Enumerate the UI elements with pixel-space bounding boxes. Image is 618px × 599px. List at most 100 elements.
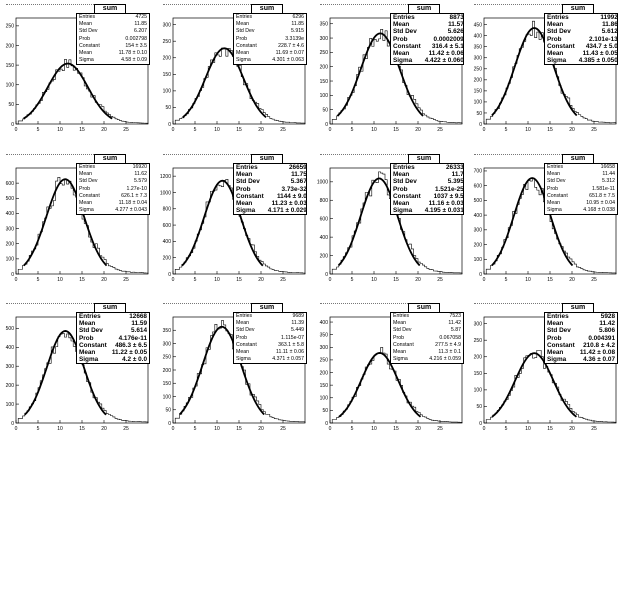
stats-row: Prob 2.101e-13: [545, 36, 618, 43]
stats-key: Mean: [547, 349, 564, 357]
stats-key: Mean: [393, 320, 406, 327]
stats-key: Entries: [79, 14, 96, 20]
stats-key: Mean: [236, 200, 253, 208]
stats-row: Sigma 4.277 ± 0.043: [77, 207, 149, 214]
histogram-panel: 0 50 100 150 200 250 300 0 5 10 15 20 25 sum Entries 62…: [157, 0, 311, 146]
y-tick-label: 250: [320, 50, 329, 56]
histogram-panel: 0 100 200 300 400 500 600 700 0 5 10 15 20 25 sum Entri…: [468, 150, 618, 296]
y-tick-label: 200: [163, 56, 172, 62]
stats-key: Sigma: [79, 356, 99, 364]
x-tick-label: 5: [194, 277, 197, 283]
stats-value: 4.176e-11: [118, 334, 147, 342]
y-tick-label: 50: [476, 111, 482, 117]
x-tick-label: 5: [351, 277, 354, 283]
stats-value: 4.171 ± 0.029: [267, 207, 307, 215]
stats-row: Mean 11.57: [391, 21, 466, 28]
stats-box: Entries 8873 Mean 11.57 Std Dev 5.626 Prob 0.00…: [390, 13, 466, 66]
x-tick-label: 10: [371, 426, 377, 432]
histogram-plot: 0 50 100 150 200 250 300 350 0 5 10 15 20 25: [163, 316, 306, 432]
y-tick-label: 100: [163, 89, 172, 95]
x-tick-label: 10: [371, 277, 377, 283]
gaussian-fit-curve: [23, 178, 108, 267]
stats-row: Entries 6296: [234, 14, 306, 21]
stats-value: 11.18 ± 0.04: [118, 200, 147, 207]
gaussian-fit-curve: [336, 32, 424, 117]
stats-value: 2.101e-13: [588, 35, 618, 43]
x-tick-label: 10: [525, 127, 531, 133]
y-tick-label: 150: [320, 79, 329, 85]
y-tick-label: 50: [322, 408, 328, 414]
stats-row: Entries 16920: [77, 164, 149, 171]
stats-key: Prob: [547, 185, 558, 192]
stats-key: Sigma: [393, 57, 413, 65]
stats-row: Mean 11.18 ± 0.04: [77, 200, 149, 207]
stats-key: Entries: [393, 164, 415, 171]
y-tick-label: 50: [165, 105, 171, 111]
y-tick-label: 200: [6, 242, 15, 248]
y-tick-label: 300: [163, 22, 172, 28]
stats-key: Prob: [79, 35, 90, 42]
histogram-plot: 0 100 200 300 400 500 600 700 0 5 10 15 20 25: [474, 167, 617, 283]
histogram-panel: 0 50 100 150 200 250 300 0 5 10 15 20 25 sum Entries 59…: [468, 299, 618, 445]
stats-row: Entries 11992: [545, 14, 618, 21]
stats-value: 11.85: [291, 21, 304, 28]
stats-key: Mean: [547, 171, 560, 178]
x-tick-label: 5: [194, 426, 197, 432]
stats-value: 11.22 ± 0.05: [111, 349, 147, 357]
stats-key: Constant: [547, 341, 575, 349]
x-tick-label: 15: [393, 277, 399, 283]
y-tick-label: 400: [320, 235, 329, 241]
y-tick-label: 150: [6, 63, 15, 69]
x-tick-label: 0: [483, 426, 486, 432]
stats-value: 11.11 ± 0.06: [275, 349, 304, 356]
histogram-plot: 0 100 200 300 400 500 600 0 5 10 15 20 25: [6, 167, 149, 283]
stats-key: Constant: [236, 341, 257, 348]
x-tick-label: 5: [505, 127, 508, 133]
stats-value: 5.87: [450, 327, 461, 334]
stats-value: 5.612: [601, 28, 618, 36]
stats-key: Constant: [79, 341, 107, 349]
y-tick-label: 100: [6, 83, 15, 89]
x-tick-label: 10: [57, 127, 63, 133]
y-tick-label: 0: [168, 421, 171, 427]
stats-key: Mean: [547, 200, 560, 207]
stats-key: Entries: [79, 164, 96, 170]
y-tick-label: 300: [474, 321, 483, 327]
panel-title-line: [6, 4, 96, 8]
stats-key: Sigma: [79, 207, 94, 214]
y-tick-label: 150: [163, 381, 172, 387]
x-tick-label: 25: [591, 426, 597, 432]
stats-row: Entries 7523: [391, 313, 463, 320]
stats-row: Std Dev 5.626: [391, 28, 466, 35]
stats-value: 5.312: [602, 178, 615, 185]
y-tick-label: 1200: [160, 174, 171, 180]
stats-value: 11.7: [451, 171, 464, 179]
stats-value: 11.69 ± 0.07: [275, 50, 304, 57]
stats-row: Std Dev 5.312: [545, 178, 617, 185]
stats-value: 9689: [292, 313, 304, 319]
stats-row: Mean 11.43 ± 0.05: [545, 50, 618, 57]
gaussian-fit-curve: [181, 179, 264, 267]
stats-key: Entries: [393, 313, 410, 319]
x-tick-label: 5: [505, 426, 508, 432]
stats-value: 154 ± 3.5: [125, 42, 147, 49]
stats-box: Entries 5928 Mean 11.42 Std Dev 5.806 Prob 0.00…: [544, 312, 618, 365]
stats-key: Constant: [236, 192, 264, 200]
stats-row: Sigma 4.171 ± 0.029: [234, 207, 309, 214]
stats-row: Sigma 4.301 ± 0.063: [234, 57, 306, 64]
stats-key: Mean: [79, 349, 96, 357]
stats-value: 4725: [135, 14, 147, 20]
y-tick-label: 200: [474, 355, 483, 361]
stats-key: Constant: [79, 42, 100, 49]
stats-value: 11.23 ± 0.03: [271, 200, 307, 208]
stats-key: Std Dev: [79, 327, 103, 335]
stats-row: Mean 10.95 ± 0.04: [545, 200, 617, 207]
x-tick-label: 5: [351, 426, 354, 432]
y-tick-label: 100: [474, 388, 483, 394]
y-tick-label: 200: [320, 253, 329, 259]
stats-row: Constant 210.8 ± 4.2: [545, 342, 617, 349]
stats-key: Constant: [393, 341, 414, 348]
stats-value: 4.2 ± 0.0: [122, 356, 147, 364]
y-tick-label: 1000: [160, 190, 171, 196]
stats-value: 1.521e-25: [434, 185, 464, 193]
